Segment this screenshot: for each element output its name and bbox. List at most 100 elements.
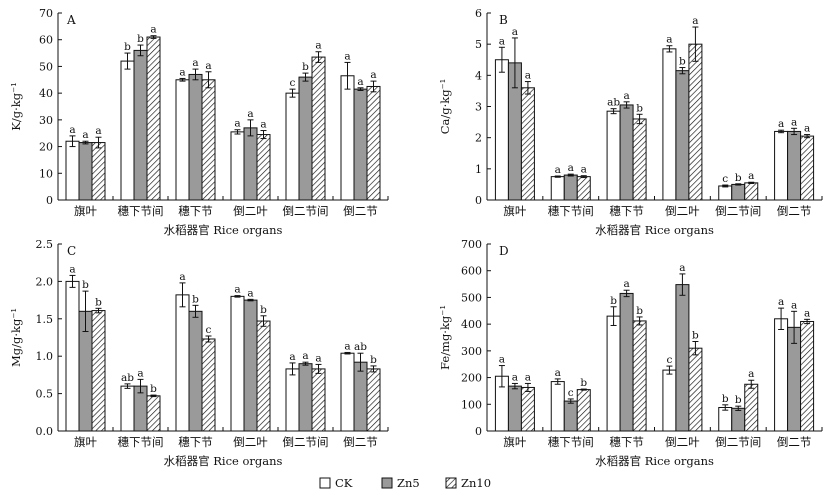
bar-ck: [175, 79, 190, 201]
bar-zn5: [619, 104, 634, 201]
bar-ck: [340, 75, 355, 201]
significance-letter: a: [692, 15, 698, 27]
significance-letter: b: [82, 279, 89, 291]
bar-ck: [718, 406, 733, 432]
x-tick-label: 倒二节间: [283, 204, 329, 218]
y-tick-label: 40: [39, 87, 53, 100]
y-tick-label: 50: [39, 60, 53, 73]
significance-letter: b: [636, 102, 643, 114]
significance-letter: a: [344, 340, 350, 352]
bar-zn10: [800, 320, 815, 432]
significance-letter: a: [623, 278, 629, 290]
x-tick-label: 旗叶: [503, 435, 526, 449]
significance-letter: b: [735, 172, 742, 184]
significance-letter: a: [791, 116, 797, 128]
x-tick-label: 旗叶: [74, 204, 97, 218]
x-tick-label: 穗下节: [178, 435, 213, 449]
significance-letter: b: [370, 354, 377, 366]
significance-letter: a: [205, 60, 211, 72]
x-tick-label: 倒二叶: [233, 204, 268, 218]
x-tick-label: 倒二节间: [715, 204, 761, 218]
bar-ck: [285, 368, 300, 432]
significance-letter: a: [247, 287, 253, 299]
bar-zn5: [563, 174, 578, 201]
significance-letter: a: [315, 352, 321, 364]
y-axis-label: Fe/mg·kg⁻¹: [438, 305, 452, 370]
y-axis-label: K/g·kg⁻¹: [9, 82, 23, 131]
bar-zn5: [353, 361, 368, 432]
significance-letter: a: [778, 118, 784, 130]
legend-label: Zn5: [397, 476, 420, 490]
significance-letter: b: [150, 383, 157, 395]
legend-swatch: [445, 477, 457, 489]
significance-letter: a: [568, 162, 574, 174]
bar-ck: [606, 315, 621, 432]
bar-zn10: [366, 368, 381, 432]
x-tick-label: 倒二叶: [665, 204, 700, 218]
significance-letter: a: [315, 40, 321, 52]
significance-letter: b: [610, 295, 617, 307]
bar-ck: [65, 140, 80, 201]
significance-letter: a: [260, 119, 266, 131]
y-tick-label: 1.0: [36, 350, 54, 363]
bar-zn10: [520, 386, 535, 432]
bar-zn10: [632, 118, 647, 201]
significance-letter: a: [357, 76, 363, 88]
significance-letter: a: [234, 284, 240, 296]
legend-swatch: [381, 477, 393, 489]
y-tick-label: 6: [475, 7, 482, 20]
bar-zn5: [243, 299, 258, 432]
y-tick-label: 400: [461, 318, 482, 331]
x-tick-label: 穗下节: [178, 204, 213, 218]
x-tick-label: 倒二节: [343, 204, 378, 218]
x-axis-label: 水稻器官 Rice organs: [595, 454, 714, 468]
bar-zn10: [744, 182, 759, 201]
bar-ck: [662, 369, 677, 432]
x-tick-label: 倒二节: [777, 435, 812, 449]
y-tick-label: 5: [475, 38, 482, 51]
legend-swatch: [319, 477, 331, 489]
x-tick-label: 旗叶: [74, 435, 97, 449]
significance-letter: a: [525, 70, 531, 82]
significance-letter: a: [512, 371, 518, 383]
panel-letter: D: [499, 244, 509, 258]
bar-ck: [340, 352, 355, 432]
y-tick-label: 1: [475, 163, 482, 176]
x-tick-label: 穗下节间: [118, 435, 164, 449]
legend-item-zn10: Zn10: [445, 476, 491, 490]
y-tick-label: 2.0: [36, 275, 54, 288]
bar-zn10: [201, 338, 216, 432]
bar-zn5: [298, 363, 313, 432]
y-tick-label: 0: [475, 425, 482, 438]
y-tick-label: 500: [461, 291, 482, 304]
significance-letter: a: [289, 351, 295, 363]
bar-ck: [606, 110, 621, 201]
y-tick-label: 600: [461, 265, 482, 278]
x-tick-label: 穗下节间: [548, 435, 594, 449]
significance-letter: a: [370, 69, 376, 81]
significance-letter: b: [692, 330, 699, 342]
bar-zn5: [507, 385, 522, 432]
significance-letter: ab: [607, 97, 620, 109]
bar-zn10: [91, 142, 106, 201]
bar-zn10: [688, 347, 703, 432]
chart-panel-a: 0 10 20 30 40 50 60 70 A K/g·kg⁻¹ 水稻器官 Rice organs…: [9, 7, 389, 237]
significance-letter: a: [679, 262, 685, 274]
significance-letter: a: [179, 271, 185, 283]
significance-letter: b: [260, 304, 267, 316]
y-tick-label: 10: [39, 167, 53, 180]
y-tick-label: 60: [39, 34, 53, 47]
y-tick-label: 300: [461, 345, 482, 358]
legend: CK Zn5 Zn10: [319, 476, 491, 490]
significance-letter: c: [666, 354, 672, 366]
legend-item-ck: CK: [319, 476, 353, 490]
bar-zn5: [78, 142, 93, 201]
significance-letter: c: [568, 387, 574, 399]
x-tick-label: 倒二叶: [233, 435, 268, 449]
x-tick-label: 穗下节: [609, 435, 644, 449]
bar-zn10: [520, 87, 535, 201]
legend-item-zn5: Zn5: [381, 476, 420, 490]
bar-ck: [120, 385, 135, 432]
x-tick-label: 旗叶: [503, 204, 526, 218]
y-axis-label: Mg/g·kg⁻¹: [9, 308, 23, 367]
